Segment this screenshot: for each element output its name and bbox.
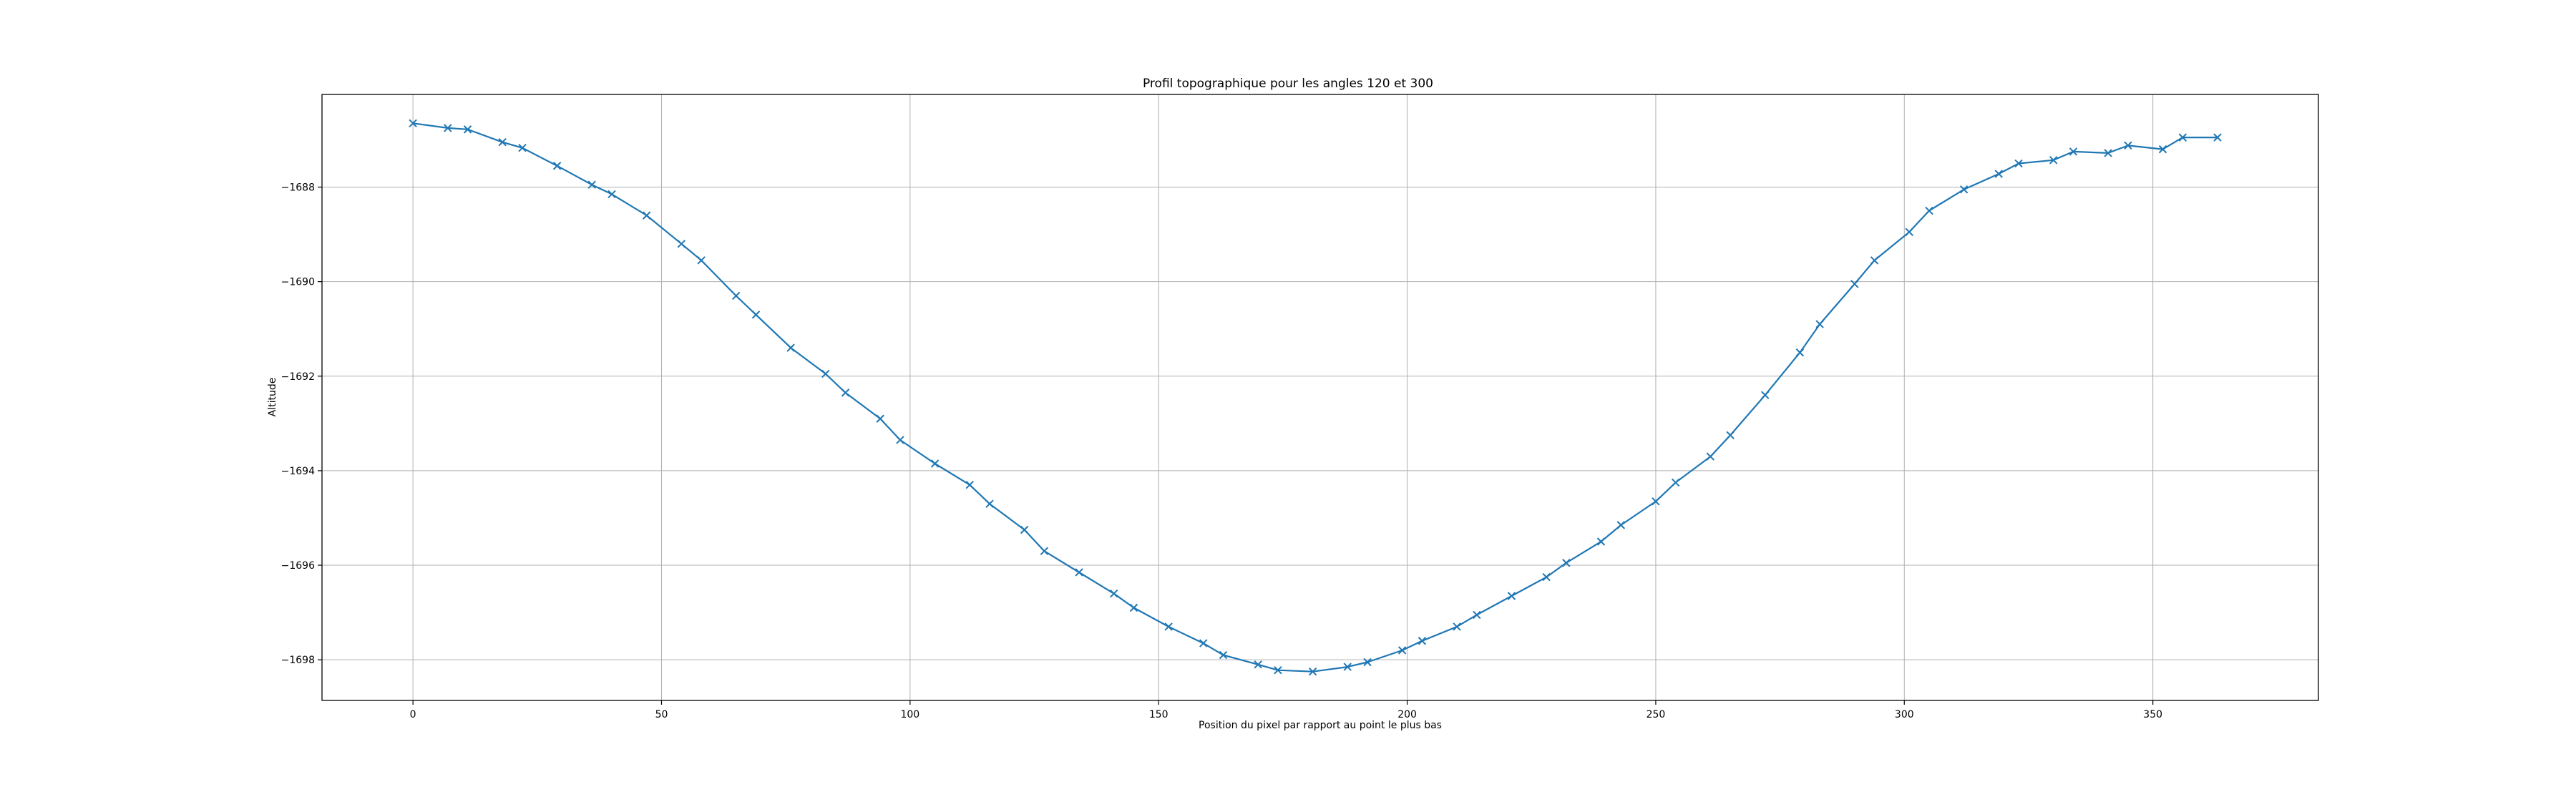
- data-point-marker: [1507, 592, 1516, 600]
- data-point-marker: [1040, 547, 1049, 555]
- y-tick-label: −1692: [281, 371, 315, 383]
- data-point-marker: [786, 343, 795, 352]
- data-point-marker: [1672, 478, 1680, 487]
- data-point-marker: [1616, 521, 1626, 529]
- x-tick-label: 300: [1895, 709, 1914, 720]
- data-point-marker: [1925, 206, 1933, 215]
- data-point-marker: [930, 459, 940, 468]
- x-tick-label: 200: [1397, 709, 1417, 720]
- x-axis-label: Position du pixel par rapport au point l…: [1199, 720, 1442, 731]
- x-tick-label: 350: [2143, 709, 2162, 720]
- data-point-marker: [1870, 256, 1879, 265]
- data-point-marker: [518, 143, 527, 152]
- data-point-marker: [1397, 646, 1407, 655]
- data-point-marker: [1219, 650, 1228, 660]
- data-point-marker: [1562, 559, 1571, 567]
- data-point-marker: [965, 481, 974, 489]
- data-point-marker: [1850, 280, 1859, 288]
- data-point-marker: [1343, 663, 1352, 671]
- y-tick-label: −1690: [281, 277, 315, 288]
- data-point-marker: [1164, 622, 1173, 631]
- grid: [322, 94, 2318, 700]
- data-point-marker: [1453, 622, 1461, 631]
- data-point-marker: [2124, 141, 2132, 150]
- data-series: [409, 119, 2222, 676]
- data-point-marker: [1815, 320, 1824, 328]
- data-point-marker: [1959, 185, 1968, 194]
- data-point-marker: [1652, 497, 1660, 506]
- data-point-marker: [2049, 156, 2058, 165]
- data-point-marker: [2014, 159, 2023, 168]
- data-point-marker: [1308, 667, 1317, 676]
- data-point-marker: [409, 119, 417, 128]
- data-point-marker: [444, 124, 452, 132]
- data-point-marker: [642, 211, 651, 220]
- data-point-marker: [1254, 660, 1262, 669]
- y-tick-label: −1694: [281, 466, 315, 477]
- data-point-marker: [1109, 589, 1118, 598]
- data-point-marker: [1596, 537, 1606, 546]
- data-point-marker: [463, 125, 472, 134]
- data-point-marker: [841, 388, 850, 397]
- x-tick-label: 0: [410, 709, 416, 720]
- data-point-marker: [1905, 228, 1913, 236]
- data-point-marker: [1994, 170, 2003, 178]
- data-point-marker: [2158, 145, 2167, 154]
- data-point-marker: [1726, 431, 1735, 440]
- data-point-marker: [1795, 348, 1805, 357]
- y-tick-label: −1698: [281, 655, 315, 666]
- data-point-marker: [2069, 147, 2078, 156]
- data-point-marker: [1363, 658, 1372, 667]
- data-point-marker: [985, 499, 994, 508]
- data-point-marker: [2104, 149, 2112, 157]
- data-point-marker: [751, 311, 761, 319]
- data-point-marker: [677, 240, 686, 248]
- data-point-marker: [731, 291, 741, 300]
- x-tick-label: 50: [655, 709, 668, 720]
- data-point-marker: [1075, 568, 1083, 577]
- y-tick-label: −1688: [281, 182, 315, 193]
- data-point-marker: [1706, 452, 1715, 461]
- data-point-marker: [498, 138, 507, 147]
- data-point-marker: [821, 369, 830, 378]
- data-point-marker: [697, 256, 706, 265]
- data-point-marker: [608, 190, 616, 199]
- data-point-marker: [1761, 391, 1770, 399]
- y-axis-label: Altitude: [267, 378, 278, 417]
- x-tick-label: 150: [1149, 709, 1169, 720]
- data-point-marker: [1542, 572, 1551, 582]
- axis-ticks: 0 50 100 150 200 250 300 350 −1698 −1696 −1694 −169…: [281, 182, 2162, 720]
- data-point-marker: [1020, 525, 1029, 534]
- x-tick-label: 100: [900, 709, 919, 720]
- data-point-marker: [2178, 133, 2187, 142]
- y-tick-label: −1696: [281, 560, 315, 572]
- data-point-marker: [896, 436, 904, 444]
- data-point-marker: [1418, 637, 1427, 645]
- data-point-marker: [1473, 610, 1481, 620]
- data-point-marker: [1274, 666, 1282, 675]
- data-point-marker: [2213, 133, 2222, 142]
- x-tick-label: 250: [1646, 709, 1666, 720]
- series-line: [412, 122, 2218, 673]
- plot-frame: [321, 94, 2319, 701]
- data-point-marker: [1199, 639, 1208, 647]
- data-point-marker: [876, 414, 884, 423]
- data-point-marker: [552, 162, 562, 170]
- data-point-marker: [1129, 603, 1138, 612]
- chart-title: Profil topographique pour les angles 120…: [1143, 77, 1433, 91]
- data-point-marker: [587, 180, 596, 189]
